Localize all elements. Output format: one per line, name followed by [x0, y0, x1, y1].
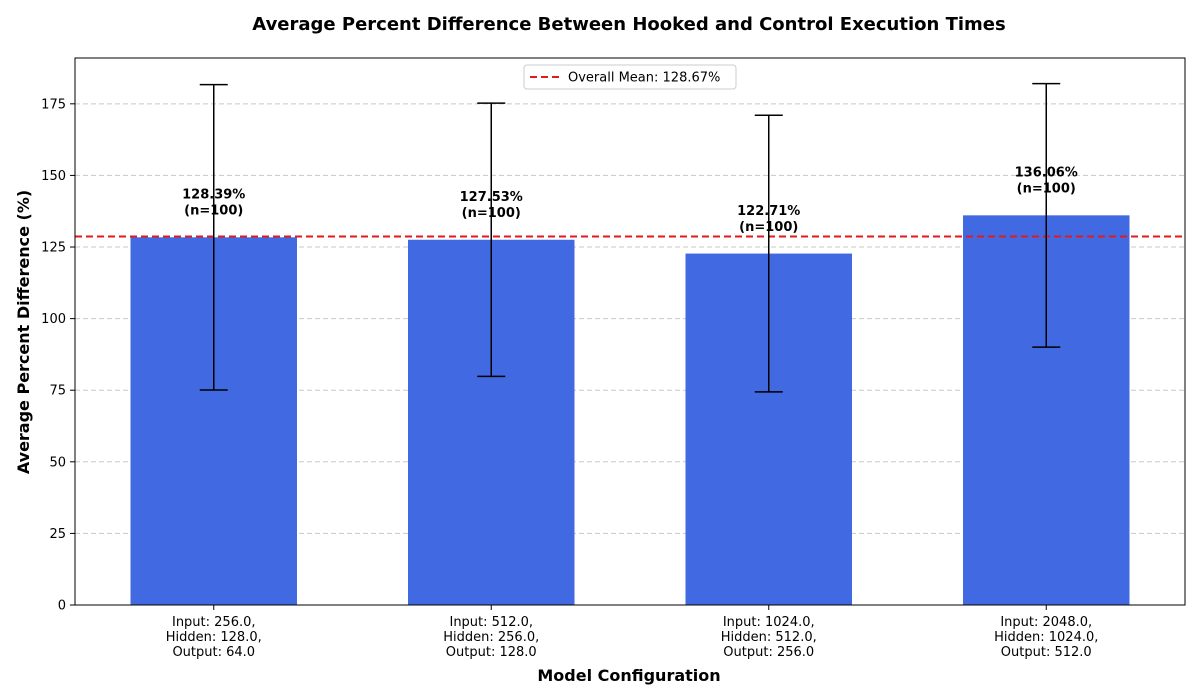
x-tick-label: Output: 64.0	[172, 645, 255, 660]
x-tick-label: Hidden: 512.0,	[721, 630, 817, 645]
bar-value-label: (n=100)	[184, 204, 243, 219]
x-tick-label: Output: 256.0	[723, 645, 814, 660]
plot-area: 128.39%(n=100)127.53%(n=100) 122.71%(n=10…	[41, 57, 1186, 660]
legend-label: Overall Mean: 128.67%	[568, 71, 720, 86]
x-tick-label: Input: 1024.0,	[723, 615, 815, 630]
y-tick-label: 125	[41, 241, 66, 256]
y-tick-label: 175	[41, 97, 66, 112]
y-tick-label: 25	[49, 527, 66, 542]
x-tick-label: Output: 128.0	[446, 645, 537, 660]
y-axis-label: Average Percent Difference (%)	[14, 190, 33, 474]
y-tick-label: 150	[41, 169, 66, 184]
bar-value-label: 136.06%	[1015, 166, 1078, 181]
bar-value-label: (n=100)	[739, 220, 798, 235]
legend-box	[523, 64, 737, 90]
x-tick-label: Hidden: 256.0,	[443, 630, 539, 645]
x-tick-label: Output: 512.0	[1001, 645, 1092, 660]
axes-frame	[74, 57, 1186, 606]
y-tick-label: 50	[49, 455, 66, 470]
y-tick-label: 0	[58, 599, 66, 614]
x-tick-label: Hidden: 128.0,	[166, 630, 262, 645]
x-tick-label: Input: 256.0,	[172, 615, 256, 630]
x-axis-label: Model Configuration	[537, 666, 720, 685]
bar-value-label: 122.71%	[737, 204, 800, 219]
bar-value-label: (n=100)	[1017, 182, 1076, 197]
bar-value-label: 128.39%	[182, 188, 245, 203]
bar-value-label: (n=100)	[462, 206, 521, 221]
chart-title: Average Percent Difference Between Hooke…	[252, 14, 1005, 35]
y-tick-label: 100	[41, 312, 66, 327]
x-tick-label: Input: 512.0,	[449, 615, 533, 630]
x-tick-label: Input: 2048.0,	[1000, 615, 1092, 630]
bar-value-label: 127.53%	[460, 190, 523, 205]
x-tick-label: Hidden: 1024.0,	[994, 630, 1098, 645]
y-tick-label: 75	[49, 384, 66, 399]
